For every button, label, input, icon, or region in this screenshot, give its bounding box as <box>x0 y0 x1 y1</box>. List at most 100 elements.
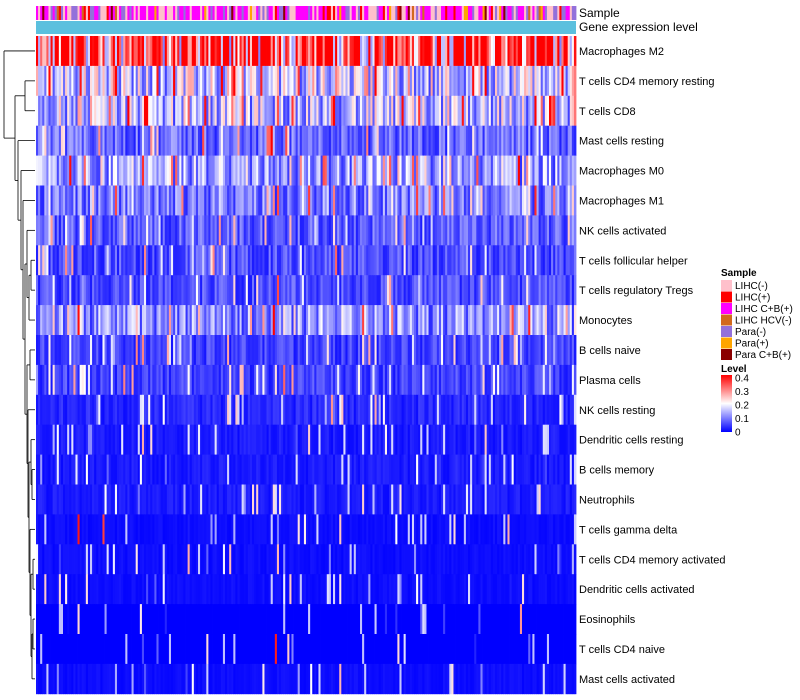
heatmap-cell <box>318 185 321 216</box>
heatmap-cell <box>252 125 255 156</box>
heatmap-cell <box>220 245 224 276</box>
heatmap-cell <box>301 484 305 515</box>
heatmap-cell <box>409 185 413 216</box>
heatmap-cell <box>85 36 89 67</box>
heatmap-cell <box>206 544 209 575</box>
heatmap-cell <box>289 65 292 97</box>
heatmap-cell <box>459 125 463 156</box>
heatmap-cell <box>301 514 305 545</box>
heatmap-cell <box>204 394 207 426</box>
heatmap-cell <box>563 155 567 186</box>
heatmap-cell <box>285 65 288 97</box>
heatmap-cell <box>341 185 344 216</box>
heatmap-cell <box>436 544 440 575</box>
sample-annotation-cell <box>507 6 510 20</box>
heatmap-cell <box>403 275 407 306</box>
heatmap-cell <box>411 484 415 515</box>
heatmap-cell <box>162 65 166 97</box>
heatmap-cell <box>301 364 305 396</box>
heatmap-cell <box>94 65 97 97</box>
heatmap-cell <box>266 275 270 306</box>
heatmap-cell <box>44 95 47 127</box>
heatmap-cell <box>160 424 164 455</box>
heatmap-cell <box>515 36 519 67</box>
heatmap-cell <box>164 215 168 246</box>
heatmap-cell <box>79 514 83 545</box>
heatmap-cell <box>156 36 159 67</box>
heatmap-cell <box>212 544 216 575</box>
heatmap-cell <box>191 65 195 97</box>
sample-annotation-cell <box>214 6 218 20</box>
heatmap-cell <box>505 125 508 156</box>
heatmap-cell <box>507 424 510 455</box>
heatmap-cell <box>222 185 226 216</box>
heatmap-cell <box>249 305 253 336</box>
heatmap-cell <box>399 155 402 186</box>
heatmap-cell <box>171 275 174 306</box>
heatmap-cell <box>395 185 398 216</box>
heatmap-cell <box>544 364 548 396</box>
sample-annotation-cell <box>79 6 83 20</box>
heatmap-cell <box>79 275 83 306</box>
heatmap-cell <box>424 95 427 127</box>
heatmap-cell <box>63 305 66 336</box>
heatmap-cell <box>96 394 99 426</box>
heatmap-cell <box>476 215 479 246</box>
heatmap-cell <box>451 36 454 67</box>
heatmap-cell <box>77 125 81 156</box>
heatmap-cell <box>189 275 193 306</box>
heatmap-cell <box>48 454 51 485</box>
heatmap-cell <box>81 245 85 276</box>
heatmap-cell <box>544 275 548 306</box>
heatmap-cell <box>320 364 324 396</box>
heatmap-cell <box>507 454 510 485</box>
sample-annotation-cell <box>414 6 417 20</box>
heatmap-cell <box>505 454 508 485</box>
heatmap-cell <box>364 514 367 545</box>
heatmap-cell <box>227 364 230 396</box>
heatmap-cell <box>185 454 189 485</box>
heatmap-cell <box>243 215 247 246</box>
heatmap-cell <box>476 454 479 485</box>
heatmap-cell <box>60 424 64 455</box>
heatmap-cell <box>231 544 234 575</box>
heatmap-cell <box>139 484 143 515</box>
heatmap-cell <box>488 275 492 306</box>
sample-annotation-cell <box>557 6 560 20</box>
heatmap-cell <box>360 454 363 485</box>
heatmap-cell <box>555 155 558 186</box>
heatmap-cell <box>544 185 548 216</box>
heatmap-cell <box>283 484 286 515</box>
heatmap-cell <box>411 364 415 396</box>
heatmap-cell <box>56 36 60 67</box>
heatmap-cell <box>443 305 446 336</box>
heatmap-cell <box>96 454 99 485</box>
heatmap-cell <box>559 215 562 246</box>
heatmap-cell <box>293 95 297 127</box>
heatmap-cell <box>187 484 191 515</box>
heatmap-cell <box>565 335 569 366</box>
heatmap-cell <box>79 484 83 515</box>
heatmap-cell <box>328 305 332 336</box>
heatmap-cell <box>478 65 481 97</box>
heatmap-cell <box>330 95 334 127</box>
heatmap-cell <box>225 544 228 575</box>
heatmap-cell <box>129 155 132 186</box>
heatmap-cell <box>441 544 444 575</box>
heatmap-cell <box>389 544 392 575</box>
heatmap-cell <box>114 36 118 67</box>
heatmap-cell <box>372 185 375 216</box>
heatmap-cell <box>447 544 450 575</box>
heatmap-cell <box>293 215 297 246</box>
heatmap-cell <box>355 484 359 515</box>
heatmap-cell <box>384 65 388 97</box>
sample-annotation-cell <box>181 6 184 20</box>
heatmap-cell <box>216 245 220 276</box>
heatmap-cell <box>173 484 176 515</box>
heatmap-cell <box>279 454 282 485</box>
heatmap-cell <box>243 335 247 366</box>
heatmap-cell <box>470 185 473 216</box>
heatmap-cell <box>486 36 490 67</box>
heatmap-cell <box>459 215 463 246</box>
heatmap-cell <box>249 364 253 396</box>
